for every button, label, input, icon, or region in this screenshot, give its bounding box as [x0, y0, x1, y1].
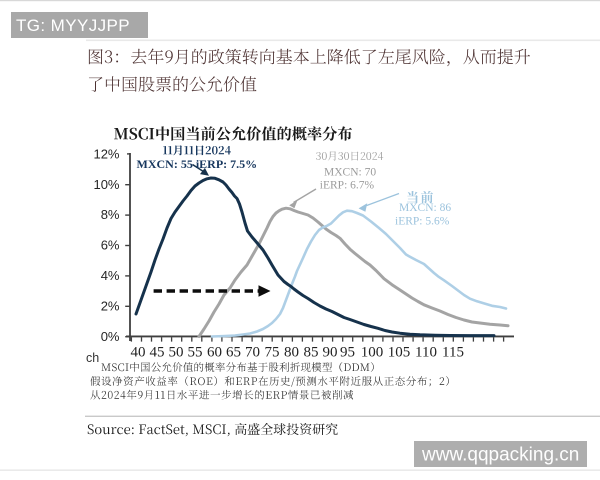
svg-text:45: 45 — [150, 345, 165, 361]
svg-text:110: 110 — [415, 345, 437, 361]
svg-text:100: 100 — [361, 345, 384, 361]
svg-text:2%: 2% — [101, 298, 120, 313]
svg-text:105: 105 — [388, 345, 411, 361]
svg-text:95: 95 — [340, 345, 355, 361]
svg-text:MXCN: 70: MXCN: 70 — [324, 167, 376, 179]
svg-text:40: 40 — [131, 345, 146, 361]
svg-text:60: 60 — [207, 345, 222, 361]
svg-text:75: 75 — [265, 345, 280, 361]
svg-text:65: 65 — [226, 345, 241, 361]
svg-text:TG: MYYJJPP: TG: MYYJJPP — [16, 16, 130, 35]
svg-text:MXCN: 86: MXCN: 86 — [399, 202, 451, 214]
svg-text:10%: 10% — [93, 177, 119, 192]
svg-text:www.qqpacking.cn: www.qqpacking.cn — [421, 445, 579, 466]
svg-text:iERP: 6.7%: iERP: 6.7% — [320, 180, 375, 192]
svg-text:12%: 12% — [93, 146, 119, 161]
svg-text:MXCN: 55 iERP: 7.5%: MXCN: 55 iERP: 7.5% — [137, 157, 258, 171]
svg-text:55: 55 — [188, 345, 203, 361]
svg-text:6%: 6% — [101, 238, 120, 253]
svg-text:8%: 8% — [101, 207, 120, 222]
svg-text:0%: 0% — [101, 329, 120, 344]
svg-text:ch: ch — [86, 351, 99, 365]
svg-text:4%: 4% — [101, 268, 120, 283]
svg-text:iERP: 5.6%: iERP: 5.6% — [395, 216, 450, 228]
svg-text:70: 70 — [245, 345, 260, 361]
svg-text:85: 85 — [304, 345, 319, 361]
svg-text:80: 80 — [284, 345, 299, 361]
svg-text:50: 50 — [169, 345, 184, 361]
svg-text:115: 115 — [442, 345, 464, 361]
svg-text:90: 90 — [323, 345, 338, 361]
